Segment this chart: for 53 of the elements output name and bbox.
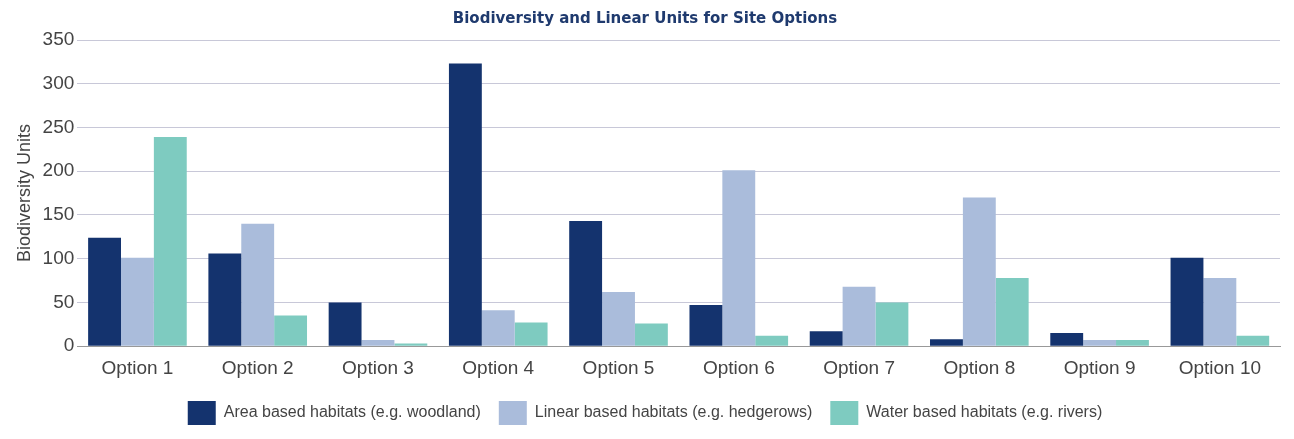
y-tick-label: 0 — [63, 334, 75, 356]
bar — [689, 305, 723, 346]
bar — [1116, 340, 1149, 346]
y-tick-label: 350 — [42, 28, 75, 50]
legend-label: Linear based habitats (e.g. hedgerows) — [534, 403, 813, 421]
bar — [1050, 333, 1084, 346]
x-tick-label: Option 1 — [101, 356, 174, 378]
bar — [962, 197, 996, 346]
bar — [930, 339, 963, 346]
y-tick-label: 300 — [42, 71, 75, 93]
bar — [208, 253, 242, 346]
bar — [514, 322, 548, 346]
x-tick-label: Option 4 — [462, 356, 535, 378]
bar — [755, 335, 789, 346]
bar — [1083, 340, 1117, 346]
bar — [121, 257, 154, 346]
bar — [153, 137, 187, 346]
bar — [1236, 335, 1270, 346]
bar — [1203, 277, 1237, 346]
y-axis-title: Biodiversity Units — [13, 124, 34, 263]
bar — [602, 291, 635, 346]
y-tick-label: 200 — [42, 159, 75, 181]
legend-label: Water based habitats (e.g. rivers) — [866, 403, 1103, 421]
bar — [274, 315, 308, 346]
y-tick-label: 150 — [42, 203, 75, 225]
bar — [875, 302, 909, 346]
x-tick-label: Option 10 — [1178, 356, 1262, 378]
bar — [842, 286, 876, 346]
y-tick-label: 100 — [42, 246, 75, 268]
x-tick-label: Option 5 — [582, 356, 655, 378]
y-tick-label: 250 — [42, 115, 75, 137]
x-tick-label: Option 3 — [342, 356, 414, 378]
bar — [995, 277, 1029, 346]
x-tick-label: Option 2 — [221, 356, 294, 378]
bar — [394, 343, 428, 346]
legend-label: Area based habitats (e.g. woodland) — [223, 403, 481, 421]
bar — [809, 331, 843, 346]
bar — [634, 323, 668, 346]
x-tick-label: Option 6 — [702, 356, 775, 378]
bar — [241, 223, 275, 346]
x-tick-label: Option 8 — [943, 356, 1016, 378]
bar — [569, 221, 603, 346]
chart-title: Biodiversity and Linear Units for Site Options — [452, 8, 838, 27]
bar — [481, 310, 515, 346]
x-tick-label: Option 9 — [1063, 356, 1136, 378]
bar — [1170, 257, 1204, 346]
y-tick-label: 50 — [53, 290, 75, 312]
bar — [722, 170, 756, 346]
bar — [361, 340, 395, 346]
bar — [88, 237, 121, 346]
bar — [448, 63, 482, 346]
x-tick-label: Option 7 — [823, 356, 895, 378]
bar — [328, 302, 362, 346]
